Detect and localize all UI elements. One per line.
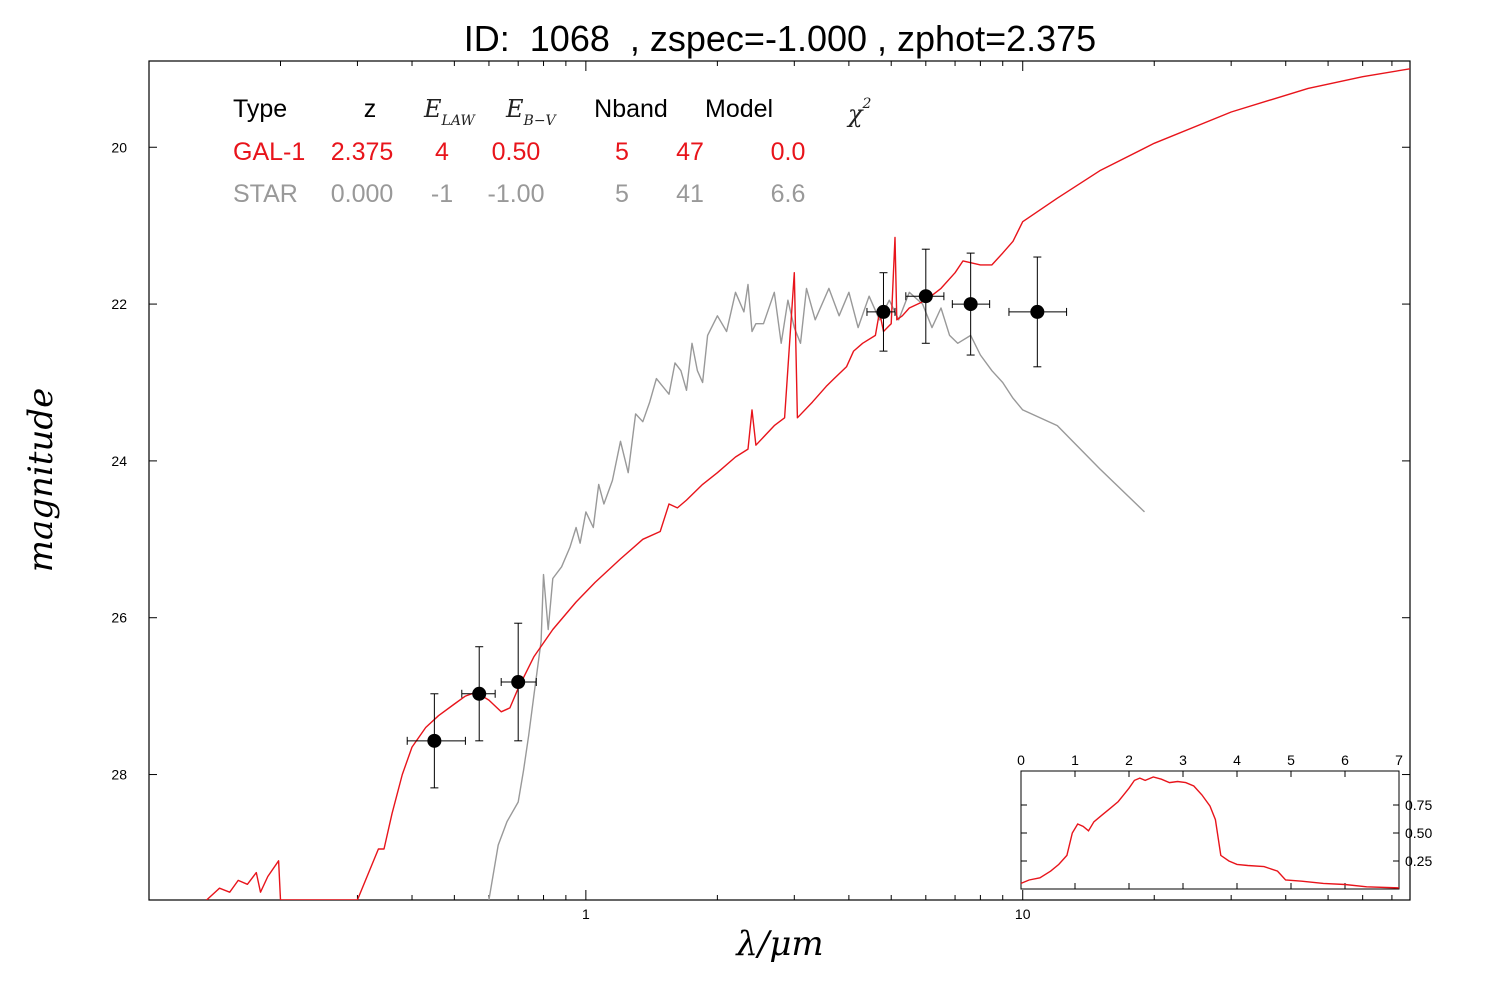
x-tick-label: 1 (582, 906, 590, 922)
inset-frame (1020, 770, 1400, 890)
table-header: χ2 (846, 96, 872, 128)
observation-marker (963, 297, 978, 312)
table-cell: GAL-1 (233, 138, 305, 166)
table-cell: 5 (615, 138, 629, 166)
y-tick-label: 28 (111, 767, 127, 783)
table-cell: STAR (233, 180, 298, 208)
observation-marker (511, 675, 526, 690)
table-header: Model (705, 95, 773, 123)
table-cell: -1 (431, 180, 453, 208)
table-header: Type (233, 95, 287, 123)
observation-point (1008, 256, 1068, 368)
y-axis-label: magnitude (21, 388, 61, 573)
series-group (206, 68, 1410, 900)
observation-point (905, 248, 945, 344)
observation-marker (427, 733, 442, 748)
observation-marker (472, 686, 487, 701)
observation-marker (876, 304, 891, 319)
observation-point (500, 622, 537, 742)
table-cell: 6.6 (771, 180, 806, 208)
table-cell: 47 (676, 138, 704, 166)
table-cell: 4 (435, 138, 449, 166)
y-tick-label: 22 (111, 296, 127, 312)
x-tick-label: 10 (1015, 906, 1031, 922)
y-tick-label: 24 (111, 453, 127, 469)
table-cell: 0.0 (771, 138, 806, 166)
table-cell: 41 (676, 180, 704, 208)
y-tick-label: 26 (111, 610, 127, 626)
inset-x-tick-label: 0 (1017, 752, 1025, 768)
y-tick-label: 20 (111, 139, 127, 155)
table-cell: -1.00 (488, 180, 545, 208)
inset-x-tick-label: 2 (1125, 752, 1133, 768)
table-header: z (364, 95, 377, 123)
series-line-star (488, 283, 1145, 900)
series-line-gal-1 (206, 68, 1410, 900)
inset-x-tick-label: 7 (1395, 752, 1403, 768)
inset-x-tick-label: 4 (1233, 752, 1241, 768)
table-header: Nband (594, 95, 668, 123)
observation-marker (918, 289, 933, 304)
observation-marker (1030, 304, 1045, 319)
table-header: EB−V (505, 95, 558, 129)
table-cell: 0.50 (492, 138, 541, 166)
inset-x-tick-label: 3 (1179, 752, 1187, 768)
x-axis-label: λ/μm (734, 924, 823, 964)
table-header: ELAW (423, 95, 476, 129)
redshift-pdf-inset: 0 1 2 3 4 5 6 7 0.25 0.50 0.75 (1017, 752, 1432, 890)
inset-y-tick-label: 0.25 (1405, 853, 1432, 869)
observation-point (951, 252, 991, 356)
chart-title: ID: 1068 , zspec=-1.000 , zphot=2.375 (463, 18, 1097, 59)
fit-parameters-table: Type z Nband Model ELAW EB−V χ2 GAL-1 2.375 4 0.50… (233, 95, 872, 208)
inset-x-tick-label: 6 (1341, 752, 1349, 768)
inset-x-tick-label: 5 (1287, 752, 1295, 768)
inset-y-tick-label: 0.75 (1405, 797, 1432, 813)
observation-point (461, 646, 496, 742)
observation-point (406, 693, 466, 789)
inset-x-tick-label: 1 (1071, 752, 1079, 768)
observation-point (866, 272, 896, 352)
table-cell: 2.375 (331, 138, 394, 166)
inset-y-tick-label: 0.50 (1405, 825, 1432, 841)
table-cell: 5 (615, 180, 629, 208)
inset-pdf-line (1020, 776, 1400, 889)
table-cell: 0.000 (331, 180, 394, 208)
plot-frame (148, 60, 1411, 901)
